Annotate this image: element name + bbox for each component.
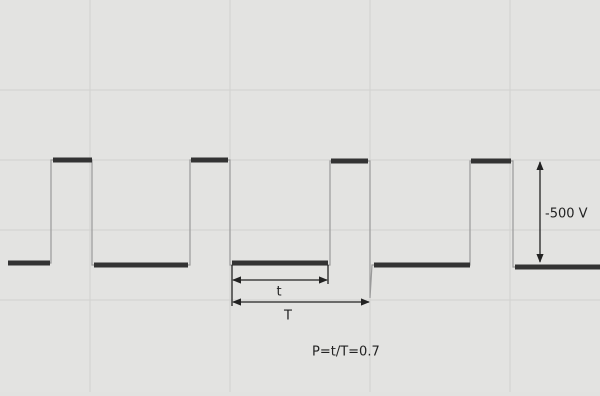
period-label: T: [283, 309, 292, 324]
oscilloscope-screen: -500 V t T P=t/T=0.7: [0, 0, 600, 392]
pulse-width-label: t: [276, 285, 281, 300]
page: -500 V t T P=t/T=0.7 (() => { const data…: [0, 0, 600, 392]
amplitude-label: -500 V: [545, 207, 588, 222]
formula-label: P=t/T=0.7: [312, 345, 380, 360]
